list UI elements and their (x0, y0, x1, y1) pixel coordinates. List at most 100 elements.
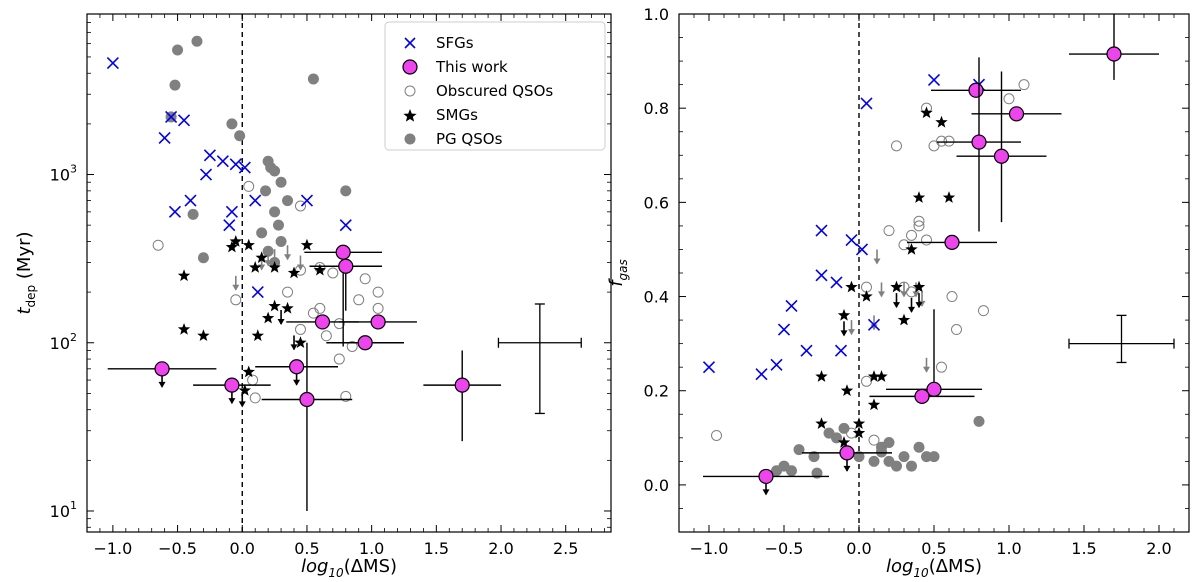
left-this-work-marker (289, 359, 305, 375)
right-sfg-point (867, 318, 881, 331)
left-smg-point (197, 329, 210, 342)
right-x-tick-label: 0.0 (846, 539, 871, 558)
left-sfg-point (203, 149, 216, 162)
left-obscured-qso-point (353, 294, 365, 306)
left-pg-qso-point (187, 208, 199, 220)
right-sfg-point (785, 299, 798, 313)
left-sfg-stroke (168, 205, 182, 218)
left-sfg-point (216, 155, 229, 168)
left-this-work-marker (370, 314, 386, 330)
left-smg-point (229, 234, 242, 247)
right-obscured-qso-point (913, 215, 925, 227)
right-sfg-stroke (702, 361, 716, 374)
right-obscured-qso-point (946, 291, 958, 303)
left-smg-point (268, 299, 281, 312)
legend-marker-sfgs (404, 37, 416, 49)
left-pg-qso-point (260, 185, 272, 197)
left-obscured-qso-point (359, 273, 371, 285)
left-obscured-qso-point (152, 239, 164, 251)
right-sfg-stroke (860, 97, 873, 110)
right-y-tick-label: 1.0 (644, 5, 669, 24)
right-smg-point (867, 398, 881, 411)
right-obscured-qso-point (951, 324, 962, 336)
left-sfg-point (106, 56, 119, 70)
left-x-tick-label: 0.5 (294, 539, 319, 558)
right-this-work-marker (1106, 46, 1122, 62)
panel-right-fgas: −1.0 −0.5 0.0 0.5 1.0 1.5 2.0 0.0 0.2 0.4 0.6 0.8 1.… (606, 5, 1190, 580)
left-obscured-qso-point (372, 286, 384, 298)
left-this-work-point (423, 350, 502, 442)
left-pg-qso-point (275, 176, 287, 188)
left-pg-qso-point (262, 245, 274, 257)
right-obscured-qso-upper-limit-head (923, 366, 930, 373)
left-sfg-stroke (300, 194, 314, 207)
left-this-work-marker (335, 244, 351, 260)
right-sfg-point (845, 233, 858, 247)
right-obscured-qso-upper-limit-head (878, 291, 885, 298)
right-obscured-qso-point (913, 220, 925, 232)
right-smg-point (935, 115, 948, 128)
legend-label-pg-qsos: PG QSOs (436, 130, 503, 148)
left-smg-point (300, 238, 314, 251)
left-obscured-qso-upper-limit-head (284, 254, 292, 261)
left-sfg-point (249, 194, 262, 207)
right-this-work-marker (968, 82, 984, 98)
right-sfg-stroke (785, 299, 798, 313)
right-pg-qso-point (853, 451, 865, 463)
right-sfg-stroke (770, 358, 783, 371)
right-obscured-qso-point (936, 135, 947, 147)
left-obscured-qso-point (314, 302, 326, 314)
left-smg-point (261, 311, 275, 324)
left-pg-qso-point (234, 130, 246, 142)
left-this-work-marker (299, 391, 315, 408)
left-pg-qso-point (269, 206, 281, 218)
left-this-work-marker (338, 258, 354, 274)
left-this-work-marker (224, 377, 240, 393)
left-sfg-point (225, 205, 238, 218)
right-x-tick-label: −0.5 (765, 539, 804, 558)
legend-label-this-work: This work (435, 58, 508, 76)
left-sfg-stroke (225, 205, 238, 218)
legend-marker-this-work (402, 59, 418, 75)
left-sfg-point (184, 194, 197, 207)
left-smg-point (225, 240, 239, 253)
right-y-tick-label: 0.4 (644, 288, 669, 307)
left-this-work-marker (357, 335, 373, 351)
left-sfg-stroke (184, 194, 197, 207)
left-obscured-qso-point (294, 200, 306, 212)
right-pg-qso-point (808, 451, 820, 463)
right-smg-point (890, 280, 903, 293)
left-pg-qso-point (191, 35, 203, 47)
left-smg-point (249, 261, 262, 273)
left-sfg-stroke (251, 286, 264, 299)
left-sfg-point (251, 286, 264, 299)
right-obscured-qso-point (711, 429, 722, 441)
left-sfg-stroke (177, 114, 191, 127)
left-sfg-point (165, 110, 178, 123)
left-sfg-stroke (229, 158, 242, 171)
right-sfg-point (702, 361, 716, 374)
right-x-tick-label: 1.0 (996, 539, 1021, 558)
left-sfg-point (339, 219, 352, 232)
left-y-tick-label: 103 (50, 163, 77, 185)
left-this-work-marker (154, 361, 170, 377)
right-obscured-qso-upper-limit-head (873, 258, 881, 265)
right-pg-qso-point (876, 446, 887, 458)
left-pg-qso-point (275, 235, 287, 247)
right-smg-point (942, 191, 956, 203)
left-sfg-stroke (249, 194, 262, 207)
left-obscured-qso-point (333, 353, 345, 365)
left-pg-qso-point (197, 252, 209, 264)
right-y-tick-label: 0.2 (644, 382, 669, 401)
left-this-work-upper-limit-head (158, 381, 166, 388)
right-this-work-point (802, 445, 892, 472)
left-x-tick-label: −0.5 (158, 539, 197, 558)
right-this-work-marker (971, 134, 987, 150)
right-smg-point (852, 417, 866, 429)
right-sfg-point (815, 224, 828, 237)
right-obscured-qso-upper-limit-head (900, 291, 908, 298)
right-this-work-marker (944, 234, 960, 250)
right-this-work-point (1069, 14, 1159, 80)
right-obscured-qso-upper-limit-head (912, 291, 920, 298)
